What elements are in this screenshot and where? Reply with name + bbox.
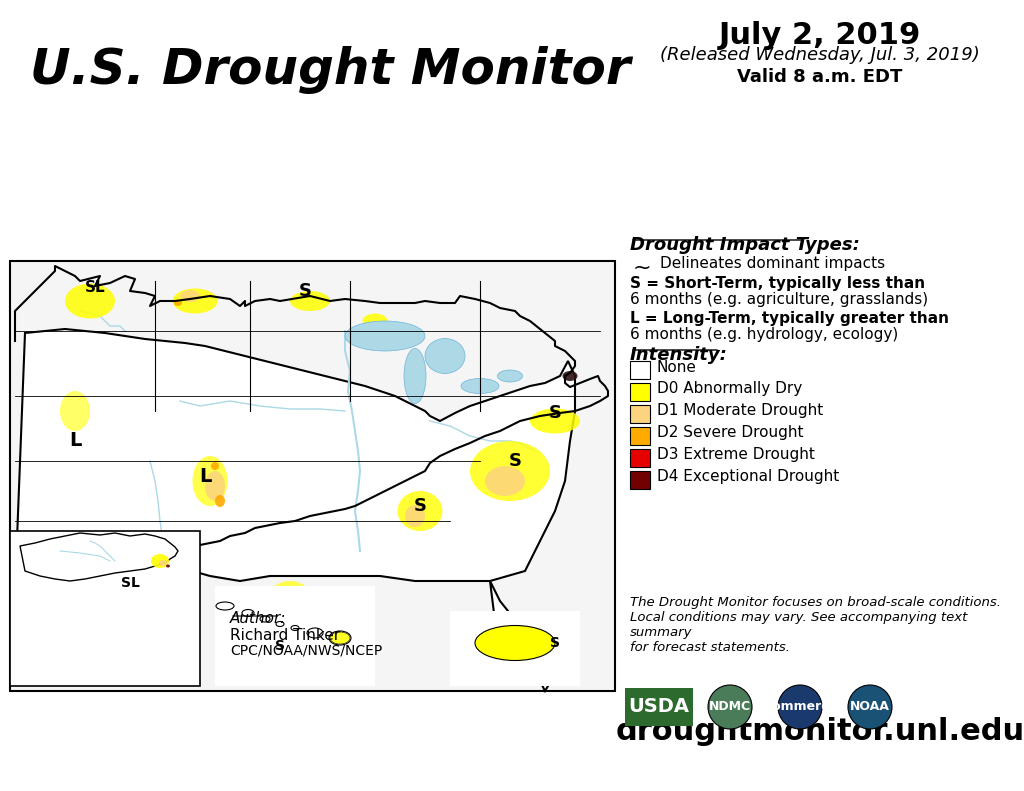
Bar: [630, 383, 650, 401]
Text: S: S: [509, 452, 521, 470]
Text: ~: ~: [633, 258, 651, 278]
Text: L = Long-Term, typically greater than: L = Long-Term, typically greater than: [630, 311, 949, 326]
Circle shape: [778, 685, 822, 729]
Text: SL: SL: [85, 281, 105, 296]
Text: (Released Wednesday, Jul. 3, 2019): (Released Wednesday, Jul. 3, 2019): [660, 46, 980, 64]
Text: NDMC: NDMC: [709, 701, 751, 713]
Text: 6 months (e.g. agriculture, grasslands): 6 months (e.g. agriculture, grasslands): [630, 292, 928, 307]
Polygon shape: [490, 581, 550, 691]
Text: Richard Tinker: Richard Tinker: [230, 628, 340, 643]
Ellipse shape: [291, 626, 299, 630]
Bar: [630, 471, 650, 489]
Ellipse shape: [470, 441, 550, 501]
Bar: [10, 261, 615, 691]
Bar: [15, 241, 615, 691]
Bar: [630, 427, 650, 445]
Ellipse shape: [530, 408, 580, 433]
Ellipse shape: [283, 593, 298, 608]
Ellipse shape: [404, 349, 426, 403]
Text: S: S: [550, 636, 560, 650]
Polygon shape: [20, 533, 178, 581]
Text: L: L: [199, 467, 211, 486]
Bar: [625, 688, 693, 726]
Ellipse shape: [216, 602, 234, 610]
Text: L: L: [69, 432, 81, 451]
Text: Delineates dominant impacts: Delineates dominant impacts: [660, 256, 885, 271]
Text: July 2, 2019: July 2, 2019: [719, 21, 922, 50]
Ellipse shape: [330, 632, 350, 644]
Text: Valid 8 a.m. EDT: Valid 8 a.m. EDT: [737, 68, 903, 86]
Text: Commerce: Commerce: [763, 701, 837, 713]
Text: CPC/NOAA/NWS/NCEP: CPC/NOAA/NWS/NCEP: [230, 643, 382, 657]
Text: Intensity:: Intensity:: [630, 346, 728, 364]
Text: S: S: [414, 497, 427, 515]
Text: D0 Abnormally Dry: D0 Abnormally Dry: [657, 381, 802, 396]
Ellipse shape: [397, 491, 442, 531]
Text: NOAA: NOAA: [850, 701, 890, 713]
Text: USDA: USDA: [629, 698, 689, 717]
Ellipse shape: [290, 291, 330, 311]
Ellipse shape: [362, 313, 387, 328]
Bar: [630, 449, 650, 467]
Bar: [215, 586, 375, 686]
Ellipse shape: [166, 565, 170, 567]
Ellipse shape: [211, 462, 219, 470]
Ellipse shape: [485, 466, 525, 496]
Text: S: S: [275, 639, 285, 653]
Polygon shape: [15, 329, 575, 596]
Text: None: None: [657, 359, 697, 374]
Text: S = Short-Term, typically less than: S = Short-Term, typically less than: [630, 276, 925, 291]
Text: The Drought Monitor focuses on broad-scale conditions.
Local conditions may vary: The Drought Monitor focuses on broad-sca…: [630, 596, 1001, 654]
Text: D1 Moderate Drought: D1 Moderate Drought: [657, 403, 823, 418]
Ellipse shape: [345, 321, 425, 351]
Text: 6 months (e.g. hydrology, ecology): 6 months (e.g. hydrology, ecology): [630, 327, 898, 342]
Text: D3 Extreme Drought: D3 Extreme Drought: [657, 448, 815, 463]
Text: D2 Severe Drought: D2 Severe Drought: [657, 426, 804, 441]
Ellipse shape: [276, 622, 284, 626]
Ellipse shape: [329, 631, 351, 645]
Bar: [450, 611, 580, 686]
Ellipse shape: [498, 370, 522, 382]
Ellipse shape: [180, 290, 200, 302]
Bar: [10, 531, 200, 686]
Bar: [630, 361, 650, 379]
Ellipse shape: [60, 391, 90, 431]
Ellipse shape: [406, 505, 425, 527]
Ellipse shape: [215, 495, 225, 507]
Text: S: S: [549, 404, 561, 422]
Bar: [630, 405, 650, 423]
Ellipse shape: [174, 300, 182, 306]
Circle shape: [848, 685, 892, 729]
Circle shape: [708, 685, 752, 729]
Text: Author:: Author:: [230, 611, 287, 626]
Text: SL: SL: [121, 576, 139, 590]
Ellipse shape: [425, 339, 465, 373]
Ellipse shape: [562, 371, 578, 381]
Ellipse shape: [242, 610, 254, 616]
Ellipse shape: [65, 283, 115, 319]
Ellipse shape: [151, 554, 169, 568]
Ellipse shape: [159, 560, 167, 566]
Text: S: S: [299, 282, 311, 300]
Text: droughtmonitor.unl.edu: droughtmonitor.unl.edu: [615, 717, 1024, 746]
Text: S: S: [284, 587, 297, 605]
Ellipse shape: [172, 289, 217, 313]
Ellipse shape: [475, 626, 555, 660]
Text: U.S. Drought Monitor: U.S. Drought Monitor: [30, 46, 631, 94]
Text: Drought Impact Types:: Drought Impact Types:: [630, 236, 860, 254]
Ellipse shape: [193, 456, 227, 506]
Ellipse shape: [260, 616, 270, 622]
Text: D4 Exceptional Drought: D4 Exceptional Drought: [657, 470, 840, 485]
Ellipse shape: [307, 628, 323, 638]
Ellipse shape: [461, 379, 499, 393]
Ellipse shape: [270, 581, 310, 611]
Ellipse shape: [205, 471, 225, 501]
